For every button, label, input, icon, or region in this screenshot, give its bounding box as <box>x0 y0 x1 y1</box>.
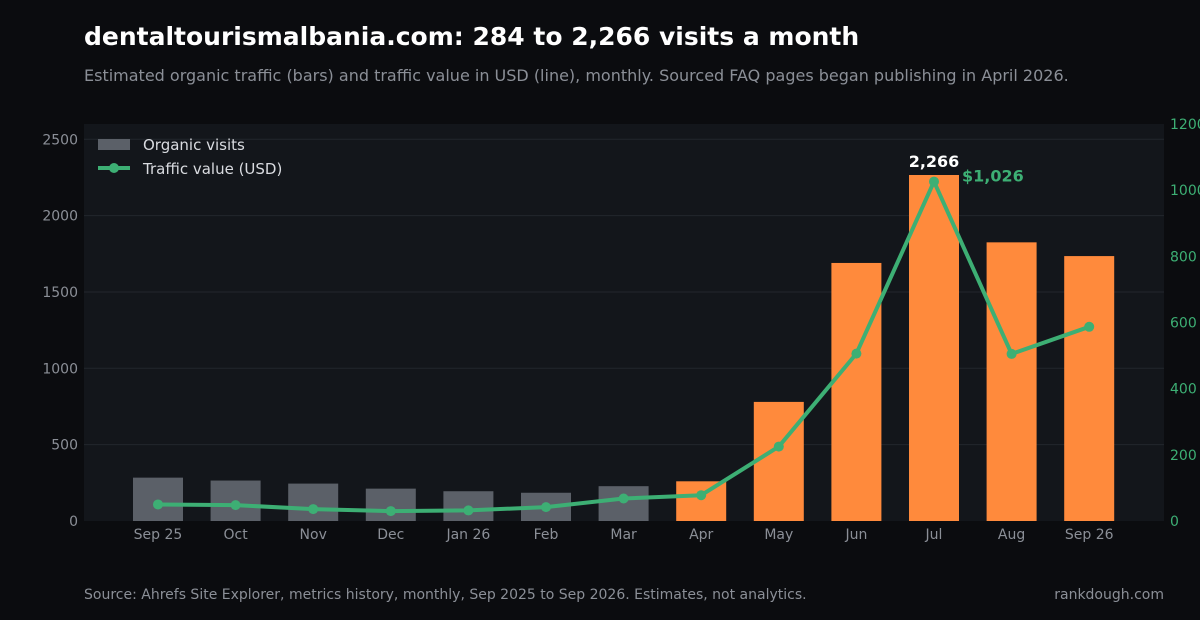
x-tick-label: Jan 26 <box>445 527 490 543</box>
x-tick-label: Jul <box>925 527 943 543</box>
point-traffic-value <box>696 490 707 501</box>
x-tick-label: May <box>764 527 793 543</box>
y-left-tick-label: 1000 <box>42 361 78 377</box>
y-left-tick-label: 1500 <box>42 285 78 301</box>
x-tick-label: Nov <box>300 527 327 543</box>
bar-organic-visits <box>753 401 804 521</box>
point-traffic-value <box>463 505 474 516</box>
bar-organic-visits <box>831 262 882 521</box>
bar-organic-visits <box>1064 256 1115 521</box>
bar-organic-visits <box>986 242 1037 521</box>
y-right-tick-label: 400 <box>1170 382 1197 398</box>
point-traffic-value <box>773 441 784 452</box>
chart-title: dentaltourismalbania.com: 284 to 2,266 v… <box>84 22 860 51</box>
x-tick-label: Aug <box>998 527 1025 543</box>
bar-organic-visits <box>288 483 339 521</box>
y-left-tick-label: 0 <box>69 514 78 530</box>
x-tick-label: Sep 26 <box>1065 527 1114 543</box>
bar-organic-visits <box>909 174 959 521</box>
bar-organic-visits <box>598 486 649 521</box>
point-traffic-value <box>851 348 862 359</box>
point-traffic-value <box>1006 348 1017 359</box>
legend-label-organic-visits: Organic visits <box>143 136 245 154</box>
point-traffic-value <box>230 500 241 511</box>
legend-swatch-organic-visits <box>98 139 130 150</box>
annotation-peak-visits: 2,266 <box>909 152 960 171</box>
y-right-tick-label: 1200 <box>1170 117 1200 133</box>
point-traffic-value <box>929 176 939 187</box>
x-tick-label: Mar <box>610 527 637 543</box>
y-right-tick-label: 0 <box>1170 514 1179 530</box>
source-note: Source: Ahrefs Site Explorer, metrics hi… <box>84 587 807 603</box>
bar-organic-visits <box>365 488 416 521</box>
legend-label-traffic-value: Traffic value (USD) <box>142 160 282 178</box>
y-right-tick-label: 200 <box>1170 448 1197 464</box>
brand-label: rankdough.com <box>1054 587 1164 603</box>
bar-organic-visits <box>676 481 727 521</box>
point-traffic-value <box>541 502 551 513</box>
x-tick-label: Oct <box>223 527 248 543</box>
point-traffic-value <box>618 493 629 504</box>
bar-organic-visits <box>133 477 183 521</box>
y-right-tick-label: 600 <box>1170 316 1197 332</box>
y-right-tick-label: 800 <box>1170 249 1197 265</box>
point-traffic-value <box>308 504 319 515</box>
annotation-peak-value: $1,026 <box>962 167 1024 186</box>
y-left-tick-label: 2500 <box>42 132 78 148</box>
point-traffic-value <box>385 506 396 517</box>
legend-marker-traffic-value <box>109 163 119 173</box>
point-traffic-value <box>1084 321 1095 332</box>
y-right-tick-label: 1000 <box>1170 183 1200 199</box>
point-traffic-value <box>153 499 163 510</box>
plot-area <box>84 124 1164 521</box>
x-tick-label: Dec <box>377 527 404 543</box>
y-left-tick-label: 500 <box>51 438 78 454</box>
x-tick-label: Apr <box>689 527 713 543</box>
x-tick-label: Sep 25 <box>134 527 183 543</box>
x-tick-label: Feb <box>534 527 559 543</box>
y-left-tick-label: 2000 <box>42 209 78 225</box>
x-tick-label: Jun <box>844 527 867 543</box>
chart-subtitle: Estimated organic traffic (bars) and tra… <box>84 66 1069 85</box>
